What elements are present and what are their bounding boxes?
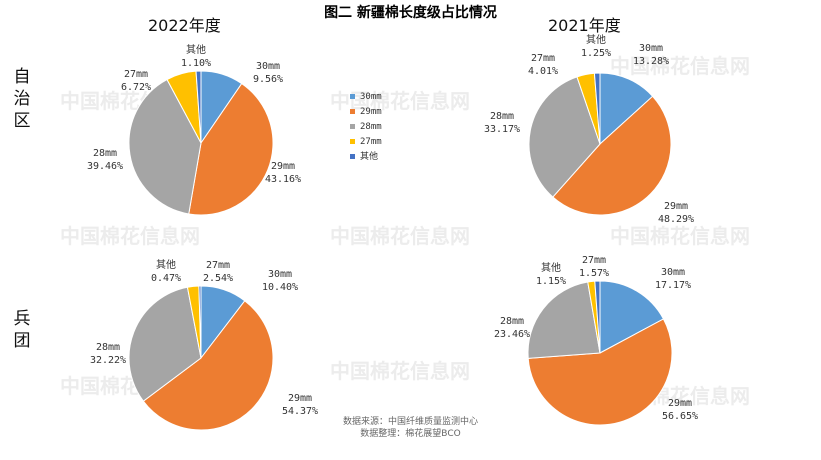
row-label-corps: 兵 团: [12, 308, 32, 352]
legend-label: 27mm: [360, 137, 382, 147]
row-label-char: 自: [13, 67, 31, 87]
data-label-28mm: 28mm 39.46%: [86, 148, 124, 172]
data-label-other: 其他 1.25%: [580, 35, 612, 59]
legend-label: 28mm: [360, 122, 382, 132]
column-header-2022: 2022年度: [148, 16, 221, 35]
legend-item-29mm: 29mm: [350, 105, 382, 120]
pie-slice-30mm: [599, 72, 654, 146]
data-label-28mm: 28mm 33.17%: [483, 111, 521, 135]
data-label-27mm: 27mm 6.72%: [120, 69, 152, 93]
watermark-text: 中国棉花信息网: [610, 224, 750, 248]
legend-swatch: [350, 94, 355, 99]
legend-swatch: [350, 154, 355, 159]
legend-swatch: [350, 109, 355, 114]
row-label-region: 自 治 区: [12, 66, 32, 132]
data-label-other: 其他 1.15%: [535, 263, 567, 287]
data-label-30mm: 30mm 10.40%: [261, 269, 299, 293]
legend-item-30mm: 30mm: [350, 90, 382, 105]
pie-slice-29mm: [527, 318, 673, 426]
watermark-text: 中国棉花信息网: [330, 359, 470, 383]
pie-slice-28mm: [128, 286, 202, 402]
row-label-char: 兵: [13, 309, 31, 329]
data-label-30mm: 30mm 17.17%: [654, 267, 692, 291]
data-label-28mm: 28mm 32.22%: [89, 342, 127, 366]
row-label-char: 区: [13, 111, 31, 131]
data-label-other: 其他 1.10%: [180, 45, 212, 69]
legend-label: 其他: [360, 152, 379, 162]
data-label-29mm: 29mm 54.37%: [281, 393, 319, 417]
pie-slice-29mm: [142, 300, 274, 431]
pie-slice-28mm: [128, 78, 202, 215]
watermark-text: 中国棉花信息网: [330, 224, 470, 248]
data-label-29mm: 29mm 56.65%: [661, 398, 699, 422]
data-label-29mm: 29mm 43.16%: [264, 161, 302, 185]
data-label-30mm: 30mm 13.28%: [632, 43, 670, 67]
legend-label: 30mm: [360, 92, 382, 102]
column-header-2021: 2021年度: [548, 16, 621, 35]
pie-slice-other: [195, 70, 202, 144]
pie-slice-29mm: [552, 95, 672, 216]
data-label-29mm: 29mm 48.29%: [657, 201, 695, 225]
pie-slice-29mm: [188, 82, 274, 216]
legend-item-28mm: 28mm: [350, 120, 382, 135]
source-line: 数据整理：棉花展望BCO: [360, 429, 461, 439]
pie-slice-28mm: [528, 76, 601, 198]
watermark-text: 中国棉花信息网: [60, 224, 200, 248]
legend-item-27mm: 27mm: [350, 135, 382, 150]
pie-slice-other: [594, 280, 601, 354]
row-label-char: 治: [13, 89, 31, 109]
data-label-27mm: 27mm 4.01%: [527, 53, 559, 77]
source-line: 数据来源：中国纤维质量监测中心: [342, 417, 478, 427]
watermark-text: 中国棉花信息网: [610, 54, 750, 78]
pie-slice-other: [593, 72, 601, 145]
data-label-other: 其他 0.47%: [150, 260, 182, 284]
legend-swatch: [350, 139, 355, 144]
pie-slice-other: [198, 285, 202, 359]
data-label-27mm: 27mm 1.57%: [578, 255, 610, 279]
legend-swatch: [350, 124, 355, 129]
legend: 30mm 29mm 28mm 27mm 其他: [350, 90, 382, 165]
data-label-28mm: 28mm 23.46%: [493, 316, 531, 340]
legend-label: 29mm: [360, 107, 382, 117]
chart-title: 图二 新疆棉长度级占比情况: [324, 5, 497, 21]
pie-slice-28mm: [527, 281, 601, 359]
source-note: 数据来源：中国纤维质量监测中心 数据整理：棉花展望BCO: [0, 416, 821, 440]
row-label-char: 团: [13, 331, 31, 351]
data-label-30mm: 30mm 9.56%: [252, 61, 284, 85]
pie-slice-30mm: [599, 280, 665, 354]
legend-item-other: 其他: [350, 150, 382, 165]
data-label-27mm: 27mm 2.54%: [202, 260, 234, 284]
